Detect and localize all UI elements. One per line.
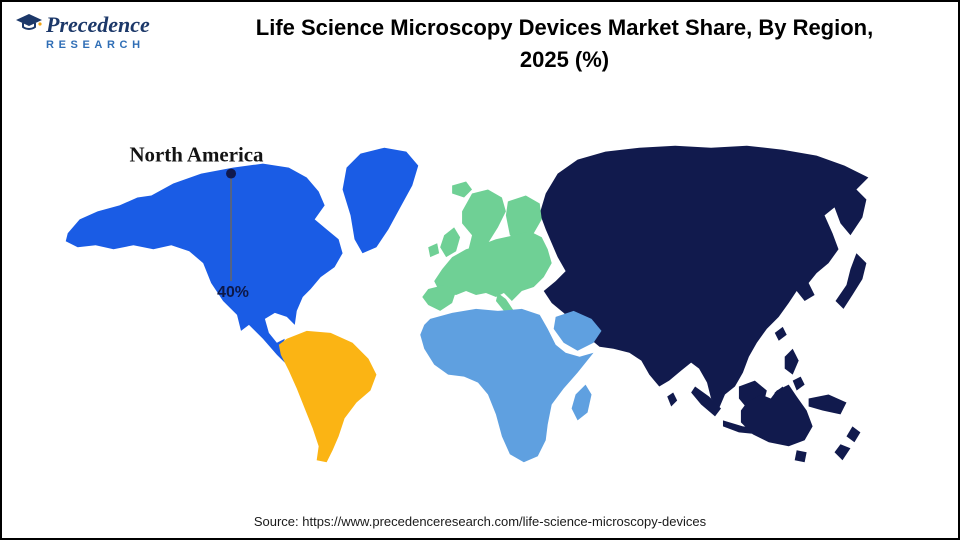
africa-mainland-region — [420, 308, 594, 463]
arabian-peninsula-region — [553, 310, 602, 351]
ireland-region — [428, 243, 440, 258]
japan-region — [835, 253, 867, 309]
australia-region — [740, 384, 813, 447]
chart-title: Life Science Microscopy Devices Market S… — [177, 12, 952, 76]
graduation-cap-icon — [16, 14, 42, 30]
world-map: North America 40% — [2, 86, 958, 504]
precedence-research-logo: Precedence RESEARCH — [16, 14, 186, 51]
europe-region-group — [422, 181, 552, 321]
philippines-south-region — [792, 376, 805, 391]
europe-mainland-region — [434, 231, 552, 301]
new-guinea-region — [808, 394, 847, 415]
iberia-region — [422, 285, 457, 311]
asia-mainland-region — [539, 145, 869, 409]
greenland-region — [342, 147, 419, 254]
header: Precedence RESEARCH Life Science Microsc… — [2, 2, 958, 88]
madagascar-region — [571, 384, 592, 421]
taiwan-region — [774, 326, 787, 341]
south-america-region-group — [278, 330, 377, 463]
new-zealand-north-region — [846, 426, 861, 443]
chart-title-line2: 2025 (%) — [519, 47, 610, 72]
finland-region — [505, 195, 542, 244]
africa-middle-east-region-group — [420, 308, 602, 463]
asia-pacific-region-group — [539, 145, 869, 463]
new-zealand-south-region — [834, 444, 851, 461]
logo-sub-text: RESEARCH — [46, 39, 145, 51]
north-america-region-group — [65, 147, 419, 367]
south-america-mainland-region — [278, 330, 377, 463]
north-america-label: North America — [129, 143, 264, 167]
philippines-north-region — [784, 348, 799, 375]
iceland-region — [452, 181, 473, 198]
logo-brand-text: Precedence — [46, 12, 150, 37]
tasmania-region — [794, 450, 807, 463]
source-text: Source: https://www.precedenceresearch.c… — [253, 513, 707, 529]
great-britain-region — [440, 227, 461, 258]
north-america-value-label: 40% — [217, 284, 249, 301]
sri-lanka-region — [667, 392, 678, 407]
scandinavia-region — [462, 189, 506, 258]
chart-title-line1: Life Science Microscopy Devices Market S… — [255, 15, 874, 41]
world-map-svg: North America 40% — [65, 143, 869, 463]
north-america-mainland-region — [65, 163, 343, 367]
footer: Source: https://www.precedenceresearch.c… — [2, 504, 958, 538]
leader-dot — [226, 168, 237, 179]
sumatra-region — [691, 386, 721, 417]
